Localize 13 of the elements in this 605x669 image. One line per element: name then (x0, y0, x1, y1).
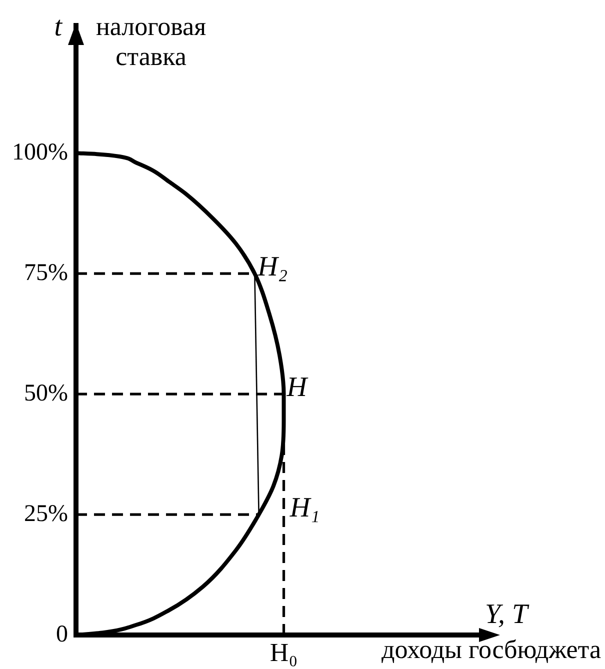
text: t (54, 11, 64, 42)
y-tick-label: 100% (12, 139, 68, 166)
annotation: H₀ (270, 638, 298, 667)
y-tick-label: 50% (24, 380, 68, 406)
annotation: H₂ (256, 252, 288, 283)
annotation: H (286, 372, 309, 404)
text: Y, T (485, 599, 530, 630)
y-axis-title: налоговая ставка (96, 12, 206, 71)
annotation: H₁ (288, 492, 320, 524)
y-tick-label: 75% (24, 260, 68, 286)
y-tick-label: 0 (56, 621, 68, 648)
x-axis-title: доходы госбюджета (381, 634, 602, 664)
y-tick-label: 25% (24, 500, 68, 527)
